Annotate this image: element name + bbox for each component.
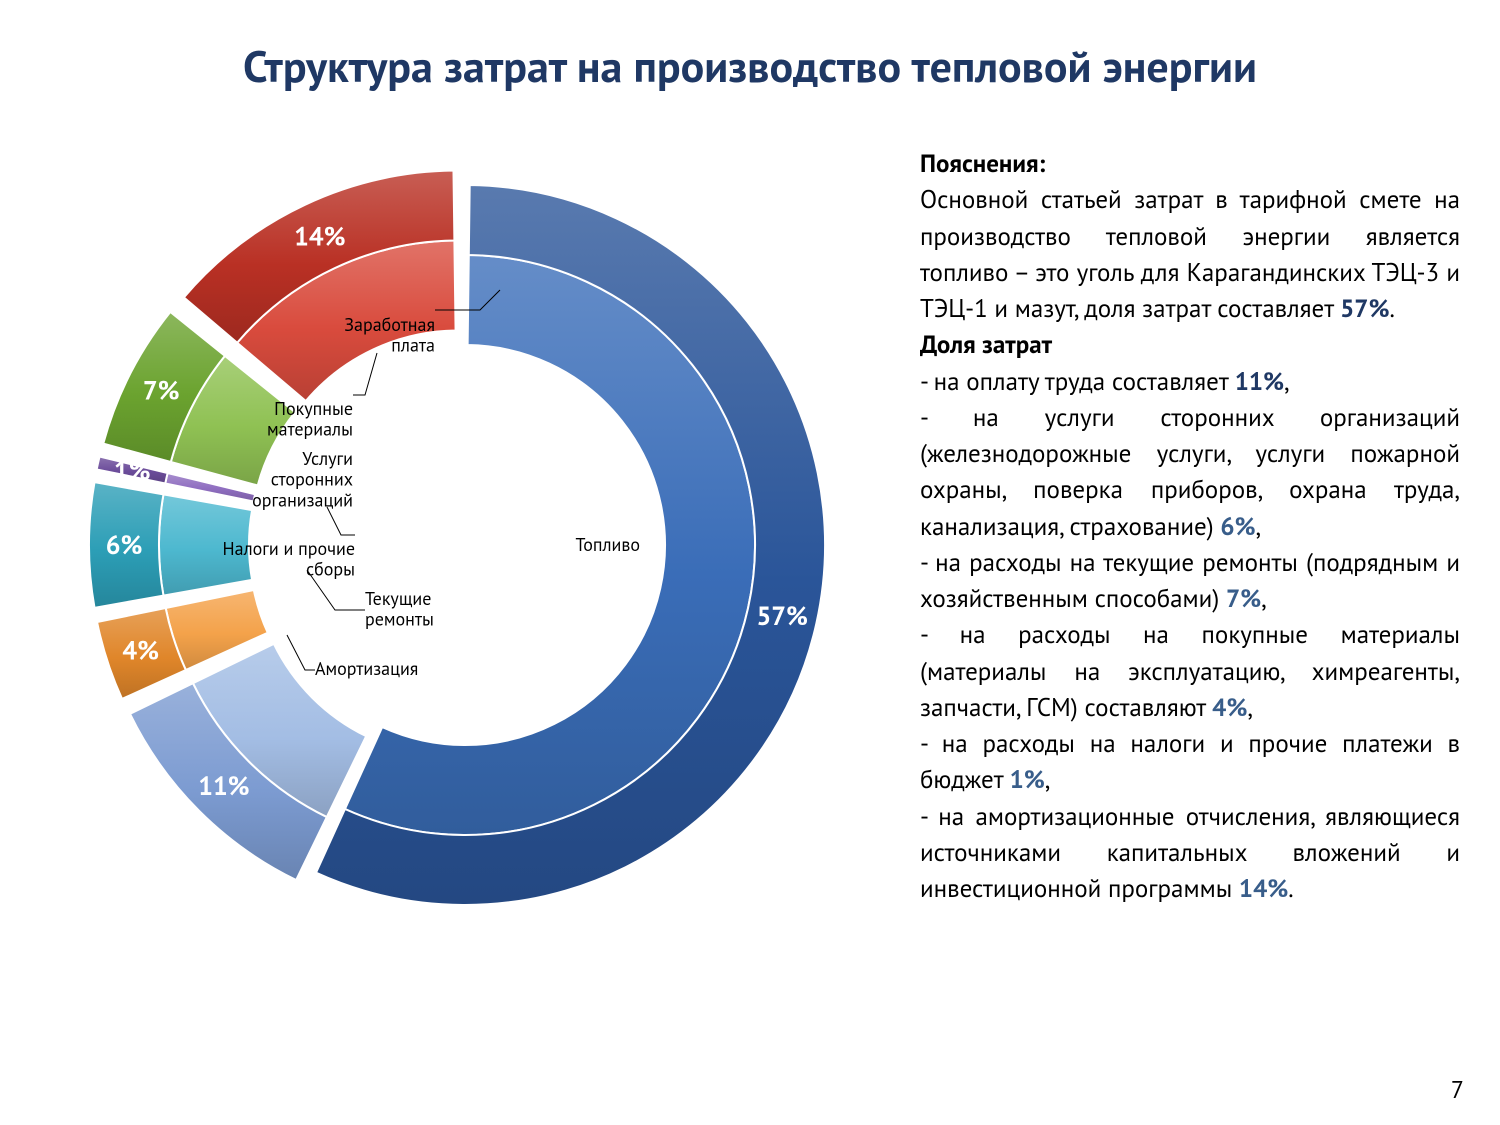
slide: Структура затрат на производство теплово… <box>0 0 1500 1125</box>
pct-label-repairs: 7% <box>143 374 180 407</box>
pct-label-fuel: 57% <box>757 600 808 633</box>
slice-label-amort: Амортизация <box>315 657 418 680</box>
page-number: 7 <box>1451 1074 1464 1105</box>
slice-label-repairs: Текущиеремонты <box>365 587 434 631</box>
body-heading: Пояснения: <box>920 147 1045 179</box>
donut-chart: 57%Топливо11%4%6%1%7%14%ЗаработнаяплатаП… <box>55 135 875 955</box>
pct-label-services: 6% <box>106 529 143 562</box>
slice-label-fuel: Топливо <box>576 533 640 556</box>
explanation-text: Пояснения: Основной статьей затрат в тар… <box>920 145 1460 906</box>
slice-label-materials: Покупныематериалы <box>267 397 353 441</box>
pct-label-materials: 4% <box>122 634 159 667</box>
leader-amort <box>287 635 315 670</box>
pct-label-amort: 14% <box>294 221 345 254</box>
page-title: Структура затрат на производство теплово… <box>0 38 1500 95</box>
pct-label-wage: 11% <box>198 770 249 803</box>
pct-label-taxes: 1% <box>114 455 151 488</box>
